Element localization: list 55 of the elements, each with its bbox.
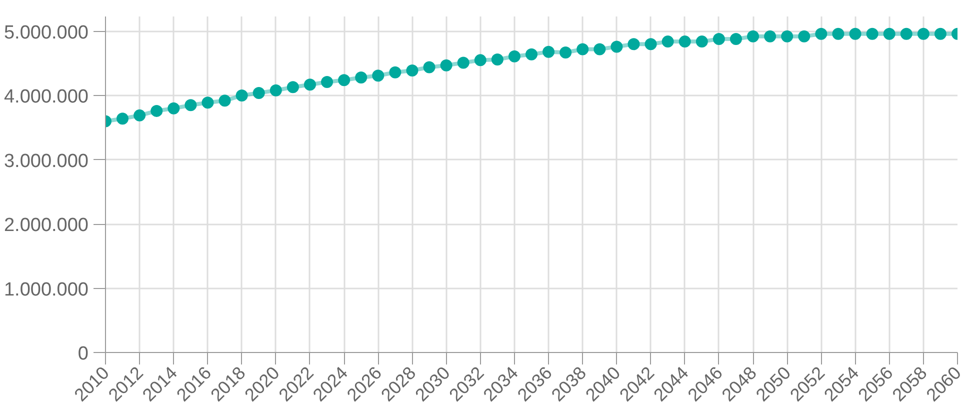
point	[116, 112, 129, 125]
point	[628, 38, 640, 50]
point	[440, 59, 452, 72]
point	[594, 43, 606, 56]
point	[252, 86, 265, 99]
y-tick-label: 0	[78, 344, 89, 364]
y-tick-label: 5.000.000	[4, 22, 89, 44]
point	[270, 84, 282, 96]
point	[491, 54, 504, 66]
point	[508, 50, 520, 62]
point	[678, 36, 691, 48]
point	[560, 46, 572, 58]
point	[423, 61, 436, 74]
point	[457, 56, 470, 69]
point	[286, 81, 299, 94]
point	[389, 66, 402, 78]
point	[917, 28, 930, 40]
point	[798, 30, 810, 42]
point	[644, 38, 657, 50]
point	[134, 109, 146, 122]
point	[900, 28, 912, 40]
y-tick-label: 3.000.000	[4, 150, 89, 172]
point	[202, 96, 214, 109]
point	[662, 36, 674, 48]
point	[815, 28, 828, 40]
point	[150, 104, 163, 117]
point	[849, 28, 862, 40]
point	[338, 74, 350, 86]
point	[576, 43, 589, 56]
point	[764, 30, 776, 42]
point	[696, 36, 708, 48]
point	[168, 102, 180, 114]
point	[542, 46, 555, 58]
point	[236, 90, 248, 102]
point	[218, 94, 231, 107]
point	[730, 32, 742, 45]
point	[866, 28, 878, 40]
point	[304, 78, 316, 91]
point	[610, 40, 623, 53]
point	[781, 30, 794, 42]
point	[474, 54, 486, 66]
point	[526, 48, 538, 60]
y-tick-label: 4.000.000	[4, 86, 89, 108]
y-tick-label: 2.000.000	[4, 215, 89, 236]
point	[832, 28, 844, 40]
point	[372, 70, 384, 82]
point	[747, 30, 760, 42]
point	[406, 64, 418, 76]
point	[883, 28, 896, 40]
point	[355, 72, 368, 84]
point	[321, 76, 334, 88]
point	[934, 28, 946, 40]
y-tick-label: 1.000.000	[4, 279, 89, 300]
point	[712, 32, 725, 45]
point	[184, 99, 197, 112]
